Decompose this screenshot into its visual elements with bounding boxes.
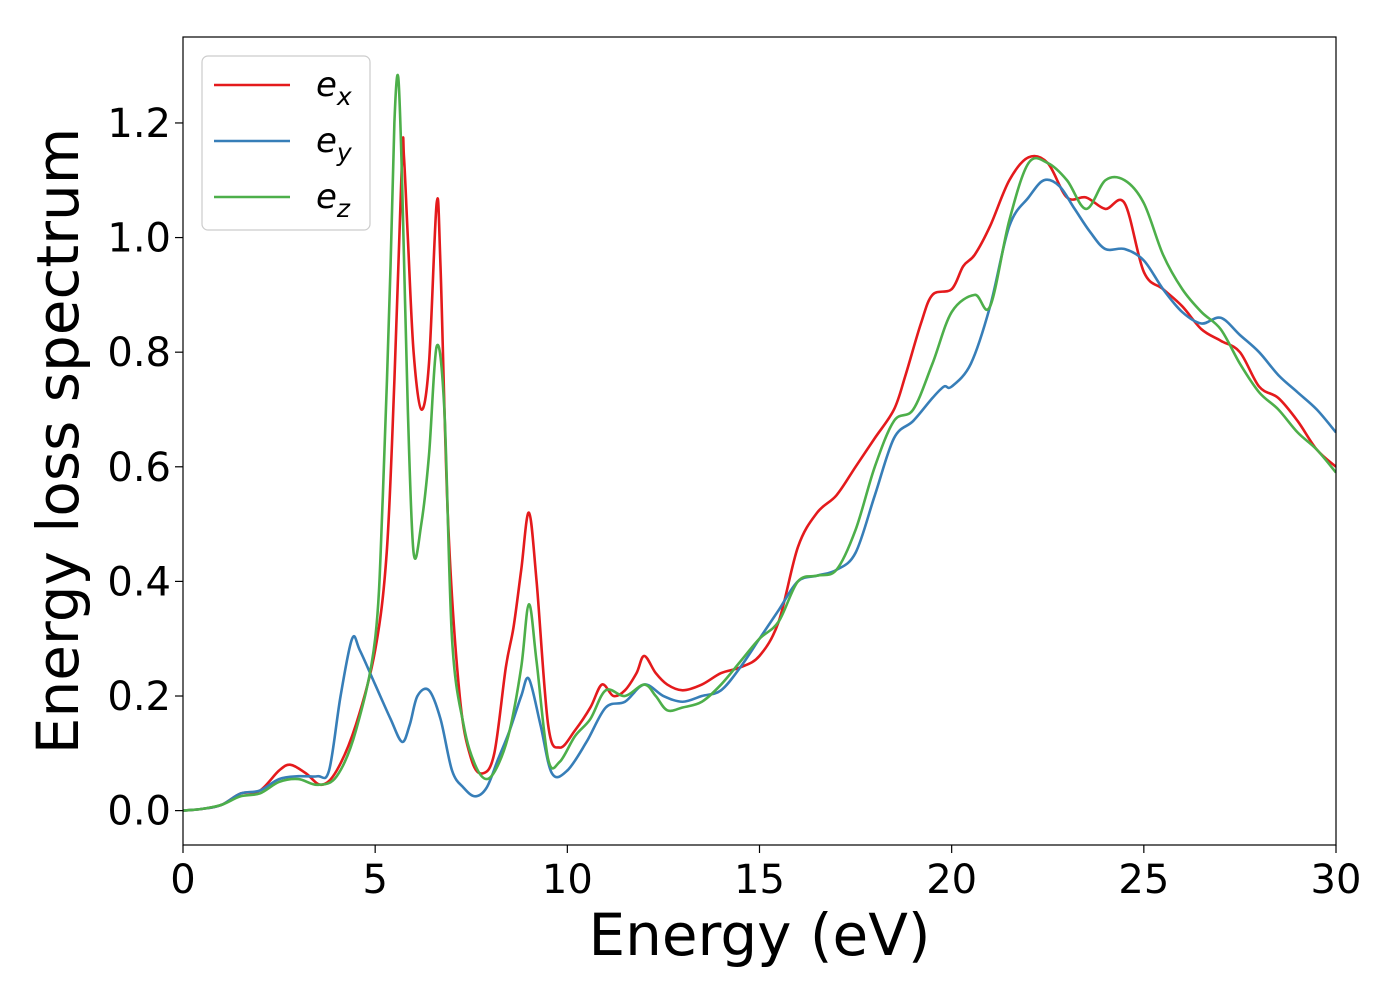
legend-label-ez: ez (316, 177, 351, 223)
legend-box (201, 55, 371, 231)
series-line-ez (183, 73, 1336, 812)
x-axis-title: Energy (eV) (588, 901, 930, 969)
y-tick-label: 0.2 (107, 674, 171, 720)
y-tick-label: 0.0 (107, 789, 171, 835)
y-axis-title: Energy loss spectrum (24, 128, 92, 754)
x-tick-label: 30 (1311, 857, 1362, 903)
series-line-ex (183, 136, 1336, 812)
y-tick-label: 1.0 (107, 216, 171, 262)
x-tick-label: 5 (362, 857, 387, 903)
x-tick-label: 15 (734, 857, 785, 903)
x-tick-label: 0 (170, 857, 195, 903)
y-tick-label: 0.4 (107, 559, 171, 605)
series-line-ey (183, 178, 1336, 812)
series-layer (183, 73, 1336, 812)
x-tick-label: 20 (926, 857, 977, 903)
y-tick-label: 1.2 (107, 101, 171, 147)
x-tick-label: 25 (1118, 857, 1169, 903)
legend-label-ey: ey (316, 121, 353, 167)
x-tick-label: 10 (542, 857, 593, 903)
y-tick-label: 0.6 (107, 445, 171, 491)
y-tick-label: 0.8 (107, 330, 171, 376)
y-axis-ticks: 0.0 0.2 0.4 0.6 0.8 1.0 1.2 (107, 101, 183, 835)
legend-label-ex: ex (316, 65, 352, 111)
x-axis-ticks: 0 5 10 15 20 25 30 (170, 845, 1361, 903)
legend: ex ey ez (201, 55, 371, 231)
